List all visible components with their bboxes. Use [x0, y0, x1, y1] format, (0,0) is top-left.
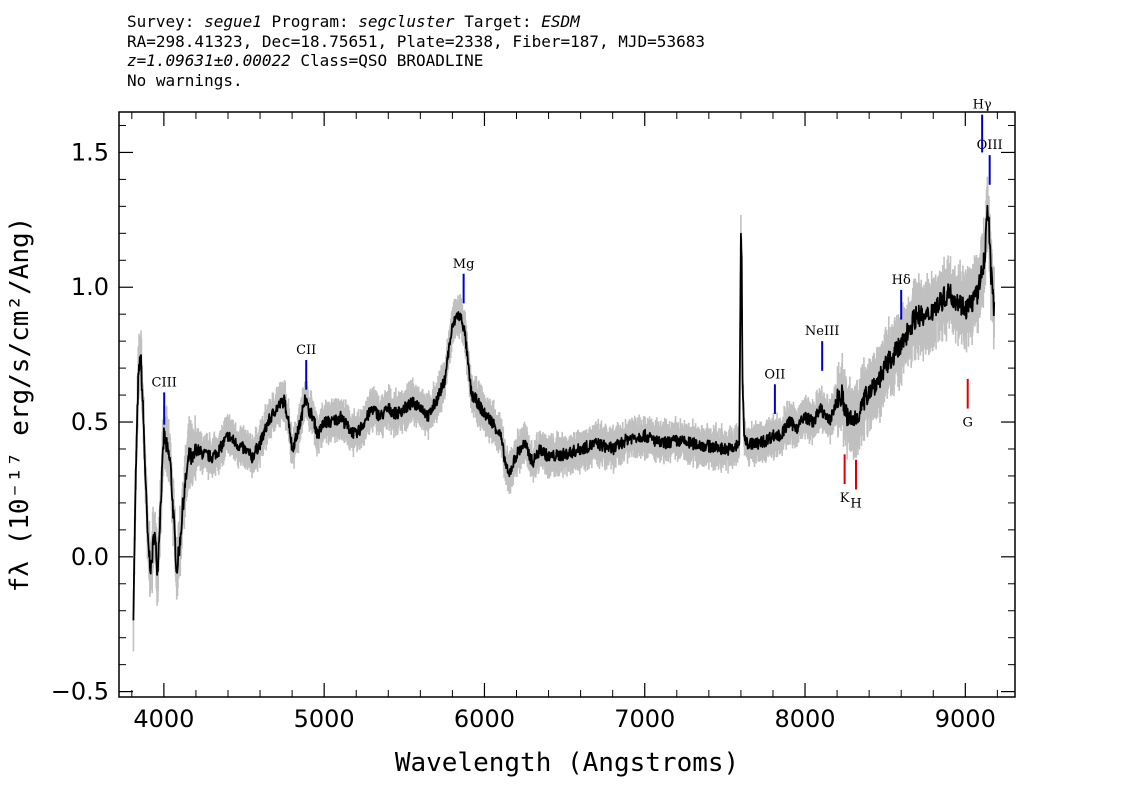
- header-line-survey: Survey: segue1 Program: segcluster Targe…: [127, 12, 705, 32]
- x-tick-label: 9000: [935, 705, 996, 733]
- redshift-value: z=1.09631±0.00022: [127, 51, 291, 70]
- x-tick-label: 8000: [774, 705, 835, 733]
- x-tick-label: 7000: [614, 705, 675, 733]
- spectral-line-label: Mg: [453, 257, 475, 272]
- x-tick-label: 4000: [133, 705, 194, 733]
- spectral-line-label: Hγ: [973, 98, 992, 113]
- spectrum-header: Survey: segue1 Program: segcluster Targe…: [127, 12, 705, 90]
- spectral-line-label: OIII: [977, 138, 1003, 153]
- spectral-line-label: G: [963, 416, 973, 431]
- spectral-line-label: CII: [296, 343, 316, 358]
- survey-value: segue1: [204, 12, 262, 31]
- spectral-line-label: K: [840, 491, 850, 506]
- class-value: Class=QSO BROADLINE: [300, 51, 484, 70]
- y-tick-label: 0.0: [71, 543, 109, 571]
- x-axis-title: Wavelength (Angstroms): [395, 748, 739, 778]
- header-line-coordinates: RA=298.41323, Dec=18.75651, Plate=2338, …: [127, 31, 705, 51]
- y-tick-label: 0.5: [71, 408, 109, 436]
- spectral-line-label: Hδ: [892, 273, 911, 288]
- y-tick-label: 1.5: [71, 138, 109, 166]
- program-value: segcluster: [358, 12, 455, 31]
- error-band-layer: [132, 176, 995, 652]
- y-tick-label: −0.5: [51, 678, 109, 706]
- spectral-line-label: NeIII: [805, 324, 839, 339]
- spectral-line-label: CIII: [152, 375, 177, 390]
- spectral-line-label: H: [850, 496, 861, 511]
- header-line-warnings: No warnings.: [127, 70, 243, 90]
- y-tick-label: 1.0: [71, 273, 109, 301]
- program-label: Program:: [271, 12, 349, 31]
- spectral-line-label: OII: [764, 367, 785, 382]
- flux-series-line: [132, 204, 996, 621]
- target-label: Target:: [464, 12, 532, 31]
- plot-frame: [118, 111, 1016, 698]
- header-line-redshift: z=1.09631±0.00022 Class=QSO BROADLINE: [127, 51, 705, 71]
- x-tick-label: 6000: [454, 705, 515, 733]
- y-axis-title: fλ (10⁻¹⁷ erg/s/cm²/Ang): [5, 217, 35, 593]
- tick-layer: 4000 5000 6000 7000 8000 9000 −0.5 0.0 0.5 1.0 1.5: [51, 112, 1015, 733]
- x-tick-label: 5000: [294, 705, 355, 733]
- target-value: ESDM: [541, 12, 580, 31]
- line-marker-layer: CIII CII Mg OII NeIII Hδ OIII Hγ K H G: [152, 98, 1003, 512]
- flux-layer: [132, 204, 996, 621]
- survey-label: Survey:: [127, 12, 195, 31]
